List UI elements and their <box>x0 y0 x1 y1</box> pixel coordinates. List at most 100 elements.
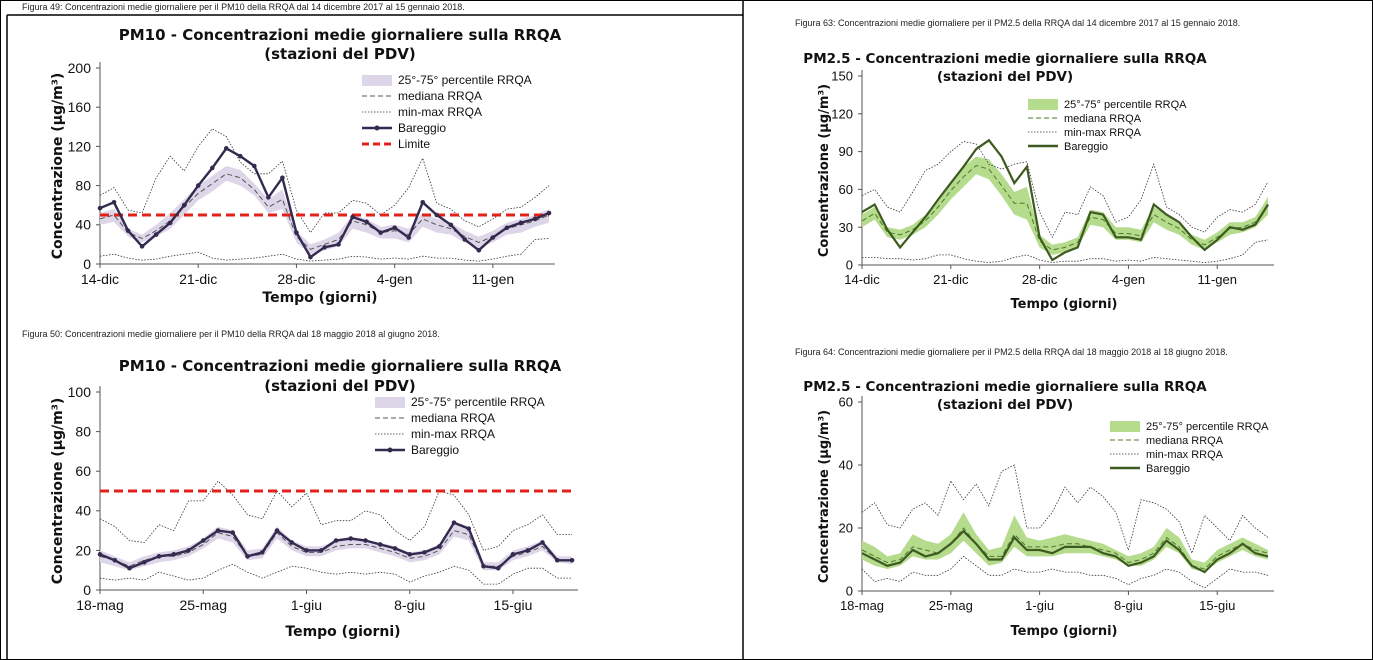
bareggio-point <box>209 165 215 171</box>
bareggio-point <box>378 230 383 235</box>
figure-caption: Figura 63: Concentrazioni medie giornali… <box>795 18 1240 28</box>
legend-swatch-iqr <box>375 397 405 408</box>
x-tick-label: 4-gen <box>1112 272 1145 287</box>
chart-subtitle: (stazioni del PDV) <box>264 377 415 395</box>
bareggio-point <box>392 546 398 551</box>
bareggio-point <box>333 538 339 543</box>
y-axis-label: Concentrazione (µg/m³) <box>50 398 66 585</box>
chart-subtitle: (stazioni del PDV) <box>264 45 415 63</box>
bareggio-point <box>156 554 162 559</box>
bareggio-point <box>525 548 531 553</box>
x-tick-label: 11-gen <box>1197 272 1237 287</box>
iqr-band <box>100 166 549 255</box>
chart-subtitle: (stazioni del PDV) <box>937 69 1073 85</box>
median-series-line <box>99 530 572 567</box>
bareggio-series-line <box>861 138 1269 262</box>
median-series-line <box>861 164 1269 251</box>
legend-label-station: Bareggio <box>398 121 446 135</box>
legend-swatch-station-marker <box>387 447 393 453</box>
y-tick-label: 0 <box>83 582 91 598</box>
bareggio-point <box>436 544 442 549</box>
chart-1: Figura 49: Concentrazioni medie giornali… <box>22 2 562 306</box>
bareggio-point <box>532 216 538 222</box>
bareggio-point <box>481 563 486 569</box>
y-tick-label: 20 <box>839 521 853 536</box>
bareggio-point <box>490 235 496 240</box>
x-tick-label: 18-mag <box>840 598 884 613</box>
x-tick-label: 11-gen <box>472 271 515 287</box>
bareggio-point <box>139 244 145 249</box>
bareggio-point <box>518 220 524 226</box>
y-axis-label: Concentrazione (µg/m³) <box>817 410 832 583</box>
y-tick-label: 0 <box>83 256 91 272</box>
bareggio-point <box>230 530 236 535</box>
bareggio-point <box>280 175 285 181</box>
bareggio-point <box>294 230 299 235</box>
bareggio-point <box>406 235 411 240</box>
chart-title: PM2.5 - Concentrazioni medie giornaliere… <box>803 379 1207 395</box>
y-tick-label: 120 <box>831 106 853 121</box>
y-tick-label: 80 <box>75 424 91 440</box>
legend-label-minmax: min-max RRQA <box>1146 449 1224 461</box>
legend-label-minmax: min-max RRQA <box>411 427 495 441</box>
bareggio-series-line <box>861 529 1269 574</box>
bareggio-point <box>377 542 383 547</box>
max-series-line <box>99 128 550 234</box>
bareggio-point <box>462 237 468 242</box>
y-tick-label: 40 <box>75 217 91 233</box>
bareggio-point <box>407 552 413 557</box>
legend-label-iqr: 25°-75° percentile RRQA <box>411 395 545 409</box>
chart-title: PM10 - Concentrazioni medie giornaliere … <box>119 357 562 375</box>
x-tick-label: 8-giu <box>1114 598 1143 613</box>
bareggio-point <box>181 202 187 208</box>
bareggio-point <box>392 225 397 231</box>
bareggio-point <box>308 254 313 260</box>
legend-swatch-iqr <box>1028 99 1058 110</box>
bareggio-point <box>350 214 355 220</box>
bareggio-point <box>318 548 324 553</box>
legend-label-median: mediana RRQA <box>1146 435 1224 447</box>
y-axis-label: Concentrazione (µg/m³) <box>50 73 66 260</box>
legend-label-iqr: 25°-75° percentile RRQA <box>1146 421 1269 433</box>
bareggio-point <box>111 199 117 205</box>
bareggio-point <box>448 222 454 228</box>
x-tick-label: 28-dic <box>1022 272 1058 287</box>
iqr-band <box>862 512 1268 573</box>
median-series-line <box>861 527 1269 570</box>
figure-caption: Figura 49: Concentrazioni medie giornali… <box>22 2 465 12</box>
bareggio-point <box>97 205 103 211</box>
bareggio-point <box>363 538 368 543</box>
bareggio-point <box>127 565 132 571</box>
bareggio-point <box>195 183 201 188</box>
x-axis-label: Tempo (giorni) <box>262 290 377 306</box>
bareggio-point <box>510 552 516 557</box>
y-tick-label: 60 <box>75 463 91 479</box>
x-tick-label: 18-mag <box>76 597 123 613</box>
bareggio-point <box>266 195 271 200</box>
x-tick-label: 1-giu <box>291 597 322 613</box>
x-tick-label: 4-gen <box>377 271 413 287</box>
chart-subtitle: (stazioni del PDV) <box>937 397 1073 413</box>
figure-caption: Figura 64: Concentrazioni medie giornali… <box>795 347 1228 357</box>
bareggio-point <box>97 552 103 557</box>
bareggio-point <box>171 552 177 557</box>
legend-label-median: mediana RRQA <box>411 411 495 425</box>
bareggio-point <box>546 210 552 216</box>
legend-label-minmax: min-max RRQA <box>398 105 482 119</box>
chart-title: PM10 - Concentrazioni medie giornaliere … <box>119 26 562 44</box>
x-tick-label: 15-giu <box>1199 598 1235 613</box>
legend-label-minmax: min-max RRQA <box>1064 127 1142 139</box>
legend-swatch-station-marker <box>374 125 380 131</box>
iqr-band <box>862 156 1268 255</box>
legend-label-limit: Limite <box>398 137 430 151</box>
figure-caption: Figura 50: Concentrazioni medie giornali… <box>22 329 440 339</box>
y-tick-label: 40 <box>839 458 853 473</box>
legend-label-median: mediana RRQA <box>398 89 482 103</box>
bareggio-point <box>259 550 265 555</box>
x-tick-label: 14-dic <box>81 271 119 287</box>
y-tick-label: 0 <box>846 584 853 599</box>
x-axis-label: Tempo (giorni) <box>285 624 400 640</box>
bareggio-point <box>348 536 354 541</box>
bareggio-point <box>252 163 257 169</box>
min-series-line <box>99 563 572 585</box>
